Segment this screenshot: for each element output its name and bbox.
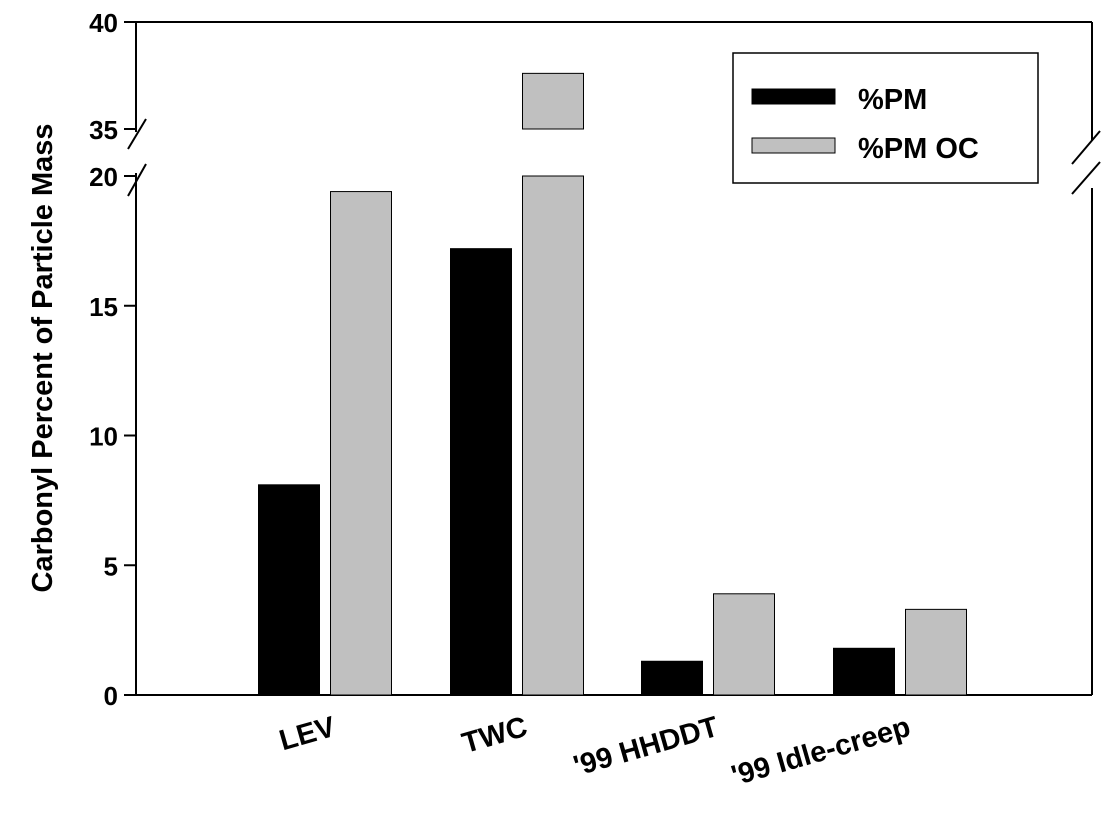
x-tick-label-99-idle-creep: '99 Idle-creep <box>728 711 914 793</box>
legend-swatch-pm <box>751 88 836 105</box>
legend-label-pm-oc: %PM OC <box>858 133 979 165</box>
legend-label-pm: %PM <box>858 84 927 116</box>
y-axis-label: Carbonyl Percent of Particle Mass <box>27 124 59 593</box>
axis-break-mark-right-lower <box>1071 161 1101 195</box>
y-tick-label-10: 10 <box>89 422 118 452</box>
bar-pm-oc-lev <box>330 191 392 696</box>
x-tick-label-lev: LEV <box>276 711 340 757</box>
y-tick-label-35: 35 <box>89 115 118 145</box>
bar-pm-oc-99-idle-creep <box>905 608 967 696</box>
legend-swatch-pm-oc <box>751 137 836 154</box>
legend: %PM %PM OC <box>732 52 1039 184</box>
x-tick-label-99-hhddt: '99 HHDDT <box>570 711 722 783</box>
y-tick-label-15: 15 <box>89 292 118 322</box>
y-tick-label-40: 40 <box>89 8 118 38</box>
y-tick-label-20: 20 <box>89 162 118 192</box>
y-tick-label-0: 0 <box>104 681 118 711</box>
bar-pm-oc-twc-upper <box>522 72 584 130</box>
x-tick-label-twc: TWC <box>459 711 531 760</box>
legend-box <box>732 52 1039 184</box>
bar-pm-twc <box>450 248 512 696</box>
axis-break-mark-left-lower <box>127 163 147 197</box>
bar-pm-oc-99-hhddt <box>713 593 775 696</box>
axis-break-mark-left-upper <box>127 118 147 150</box>
bar-pm-99-hhddt <box>641 660 703 696</box>
bar-pm-lev <box>258 484 320 696</box>
bar-pm-oc-twc-lower <box>522 175 584 696</box>
y-tick-label-5: 5 <box>104 551 118 581</box>
axis-break-mark-right-upper <box>1071 130 1101 165</box>
bar-pm-99-idle-creep <box>833 647 895 696</box>
